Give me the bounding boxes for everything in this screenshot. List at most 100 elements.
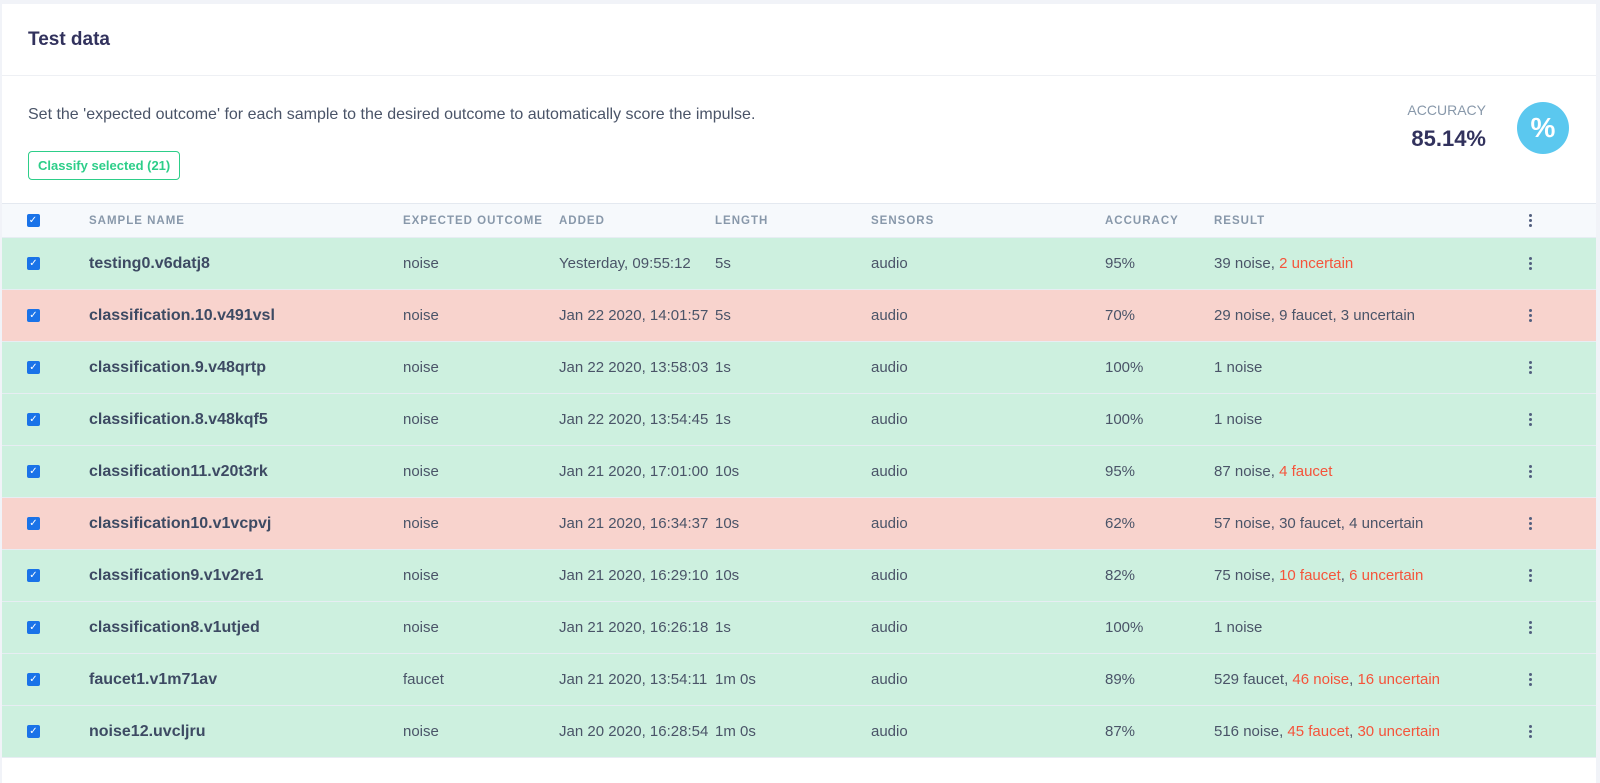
result-part-warning: 10 faucet xyxy=(1279,567,1341,584)
result-part: 9 faucet xyxy=(1279,307,1333,324)
table-row[interactable]: ✓ faucet1.v1m71av faucet Jan 21 2020, 13:54… xyxy=(2,654,1596,706)
result-part: 87 noise xyxy=(1214,463,1271,480)
row-checkbox[interactable]: ✓ xyxy=(27,361,40,374)
classification-result: 516 noise, 45 faucet, 30 uncertain xyxy=(1214,706,1440,757)
intro-description: Set the 'expected outcome' for each samp… xyxy=(28,106,756,123)
sample-accuracy: 100% xyxy=(1105,359,1144,376)
added-date: Jan 21 2020, 16:26:18 xyxy=(559,619,709,636)
table-row[interactable]: ✓ noise12.uvcljru noise Jan 20 2020, 16:28:… xyxy=(2,706,1596,758)
table-row[interactable]: ✓ classification11.v20t3rk noise Jan 21 202… xyxy=(2,446,1596,498)
table-row[interactable]: ✓ classification.9.v48qrtp noise Jan 22 202… xyxy=(2,342,1596,394)
table-row[interactable]: ✓ classification8.v1utjed noise Jan 21 2020… xyxy=(2,602,1596,654)
row-checkbox[interactable]: ✓ xyxy=(27,309,40,322)
sample-name[interactable]: classification10.v1vcpvj xyxy=(89,514,272,532)
row-checkbox[interactable]: ✓ xyxy=(27,517,40,530)
result-part: 30 faucet xyxy=(1279,515,1341,532)
column-header-accuracy[interactable]: ACCURACY xyxy=(1105,214,1179,227)
sample-accuracy: 87% xyxy=(1105,723,1136,740)
row-checkbox[interactable]: ✓ xyxy=(27,413,40,426)
classification-result: 1 noise xyxy=(1214,342,1262,393)
row-menu-button[interactable] xyxy=(1520,446,1540,497)
row-menu-button[interactable] xyxy=(1520,238,1540,289)
result-part-warning: 46 noise xyxy=(1292,671,1350,688)
table-header-row: ✓ SAMPLE NAME EXPECTED OUTCOME ADDED LEN… xyxy=(2,204,1596,238)
expected-outcome[interactable]: noise xyxy=(403,255,439,272)
row-checkbox-cell: ✓ xyxy=(27,290,40,341)
kebab-menu-icon xyxy=(1528,361,1532,374)
table-row[interactable]: ✓ classification.10.v491vsl noise Jan 22 20… xyxy=(2,290,1596,342)
sample-name[interactable]: classification11.v20t3rk xyxy=(89,462,268,480)
row-menu-button[interactable] xyxy=(1520,290,1540,341)
expected-outcome[interactable]: faucet xyxy=(403,671,444,688)
table-row[interactable]: ✓ classification10.v1vcpvj noise Jan 21 202… xyxy=(2,498,1596,550)
row-menu-button[interactable] xyxy=(1520,550,1540,601)
sample-name[interactable]: classification9.v1v2re1 xyxy=(89,566,264,584)
row-checkbox-cell: ✓ xyxy=(27,602,40,653)
column-header-sensors[interactable]: SENSORS xyxy=(871,214,935,227)
classification-result: 39 noise, 2 uncertain xyxy=(1214,238,1353,289)
percent-icon: % xyxy=(1517,102,1569,154)
result-separator: , xyxy=(1332,307,1341,324)
kebab-menu-icon xyxy=(1528,725,1532,738)
result-separator: , xyxy=(1349,723,1358,740)
sample-name[interactable]: classification8.v1utjed xyxy=(89,618,260,636)
select-all-checkbox[interactable]: ✓ xyxy=(27,214,40,227)
expected-outcome[interactable]: noise xyxy=(403,567,439,584)
sample-sensors: audio xyxy=(871,307,908,324)
accuracy-value: 85.14% xyxy=(1411,126,1486,151)
row-checkbox[interactable]: ✓ xyxy=(27,465,40,478)
column-header-sample-name[interactable]: SAMPLE NAME xyxy=(89,214,185,227)
result-separator: , xyxy=(1270,307,1280,324)
sample-name[interactable]: faucet1.v1m71av xyxy=(89,670,218,688)
sample-accuracy: 82% xyxy=(1105,567,1136,584)
sample-sensors: audio xyxy=(871,255,908,272)
table-row[interactable]: ✓ classification9.v1v2re1 noise Jan 21 2020… xyxy=(2,550,1596,602)
added-date: Jan 22 2020, 13:54:45 xyxy=(559,411,709,428)
expected-outcome[interactable]: noise xyxy=(403,619,439,636)
expected-outcome[interactable]: noise xyxy=(403,463,439,480)
row-checkbox[interactable]: ✓ xyxy=(27,257,40,270)
sample-sensors: audio xyxy=(871,671,908,688)
row-checkbox[interactable]: ✓ xyxy=(27,621,40,634)
sample-name[interactable]: classification.9.v48qrtp xyxy=(89,358,266,376)
expected-outcome[interactable]: noise xyxy=(403,723,439,740)
row-menu-button[interactable] xyxy=(1520,654,1540,705)
row-menu-button[interactable] xyxy=(1520,706,1540,757)
result-separator: , xyxy=(1270,463,1280,480)
result-part-warning: 30 uncertain xyxy=(1357,723,1441,740)
row-checkbox[interactable]: ✓ xyxy=(27,569,40,582)
table-row[interactable]: ✓ testing0.v6datj8 noise Yesterday, 09:55:1… xyxy=(2,238,1596,290)
column-header-result[interactable]: RESULT xyxy=(1214,214,1266,227)
expected-outcome[interactable]: noise xyxy=(403,307,439,324)
column-header-added[interactable]: ADDED xyxy=(559,214,605,227)
expected-outcome[interactable]: noise xyxy=(403,515,439,532)
result-part-warning: 2 uncertain xyxy=(1279,255,1354,272)
kebab-menu-icon xyxy=(1528,569,1532,582)
column-header-expected-outcome[interactable]: EXPECTED OUTCOME xyxy=(403,214,543,227)
row-menu-button[interactable] xyxy=(1520,602,1540,653)
sample-name[interactable]: noise12.uvcljru xyxy=(89,722,206,740)
classify-selected-button[interactable]: Classify selected (21) xyxy=(28,151,181,180)
sample-accuracy: 95% xyxy=(1105,463,1136,480)
result-separator: , xyxy=(1279,723,1288,740)
table-row[interactable]: ✓ classification.8.v48kqf5 noise Jan 22 202… xyxy=(2,394,1596,446)
result-part: 75 noise xyxy=(1214,567,1271,584)
table-body: ✓ testing0.v6datj8 noise Yesterday, 09:55:1… xyxy=(2,238,1596,758)
row-menu-button[interactable] xyxy=(1520,394,1540,445)
sample-accuracy: 62% xyxy=(1105,515,1136,532)
added-date: Jan 22 2020, 14:01:57 xyxy=(559,307,709,324)
column-header-length[interactable]: LENGTH xyxy=(715,214,769,227)
row-checkbox[interactable]: ✓ xyxy=(27,673,40,686)
sample-name[interactable]: testing0.v6datj8 xyxy=(89,254,210,272)
table-menu-button[interactable] xyxy=(1520,204,1540,237)
added-date: Jan 22 2020, 13:58:03 xyxy=(559,359,709,376)
row-menu-button[interactable] xyxy=(1520,498,1540,549)
sample-name[interactable]: classification.10.v491vsl xyxy=(89,306,275,324)
row-menu-button[interactable] xyxy=(1520,342,1540,393)
added-date: Yesterday, 09:55:12 xyxy=(559,255,691,272)
expected-outcome[interactable]: noise xyxy=(403,359,439,376)
sample-name[interactable]: classification.8.v48kqf5 xyxy=(89,410,268,428)
sample-length: 10s xyxy=(715,567,740,584)
row-checkbox[interactable]: ✓ xyxy=(27,725,40,738)
expected-outcome[interactable]: noise xyxy=(403,411,439,428)
